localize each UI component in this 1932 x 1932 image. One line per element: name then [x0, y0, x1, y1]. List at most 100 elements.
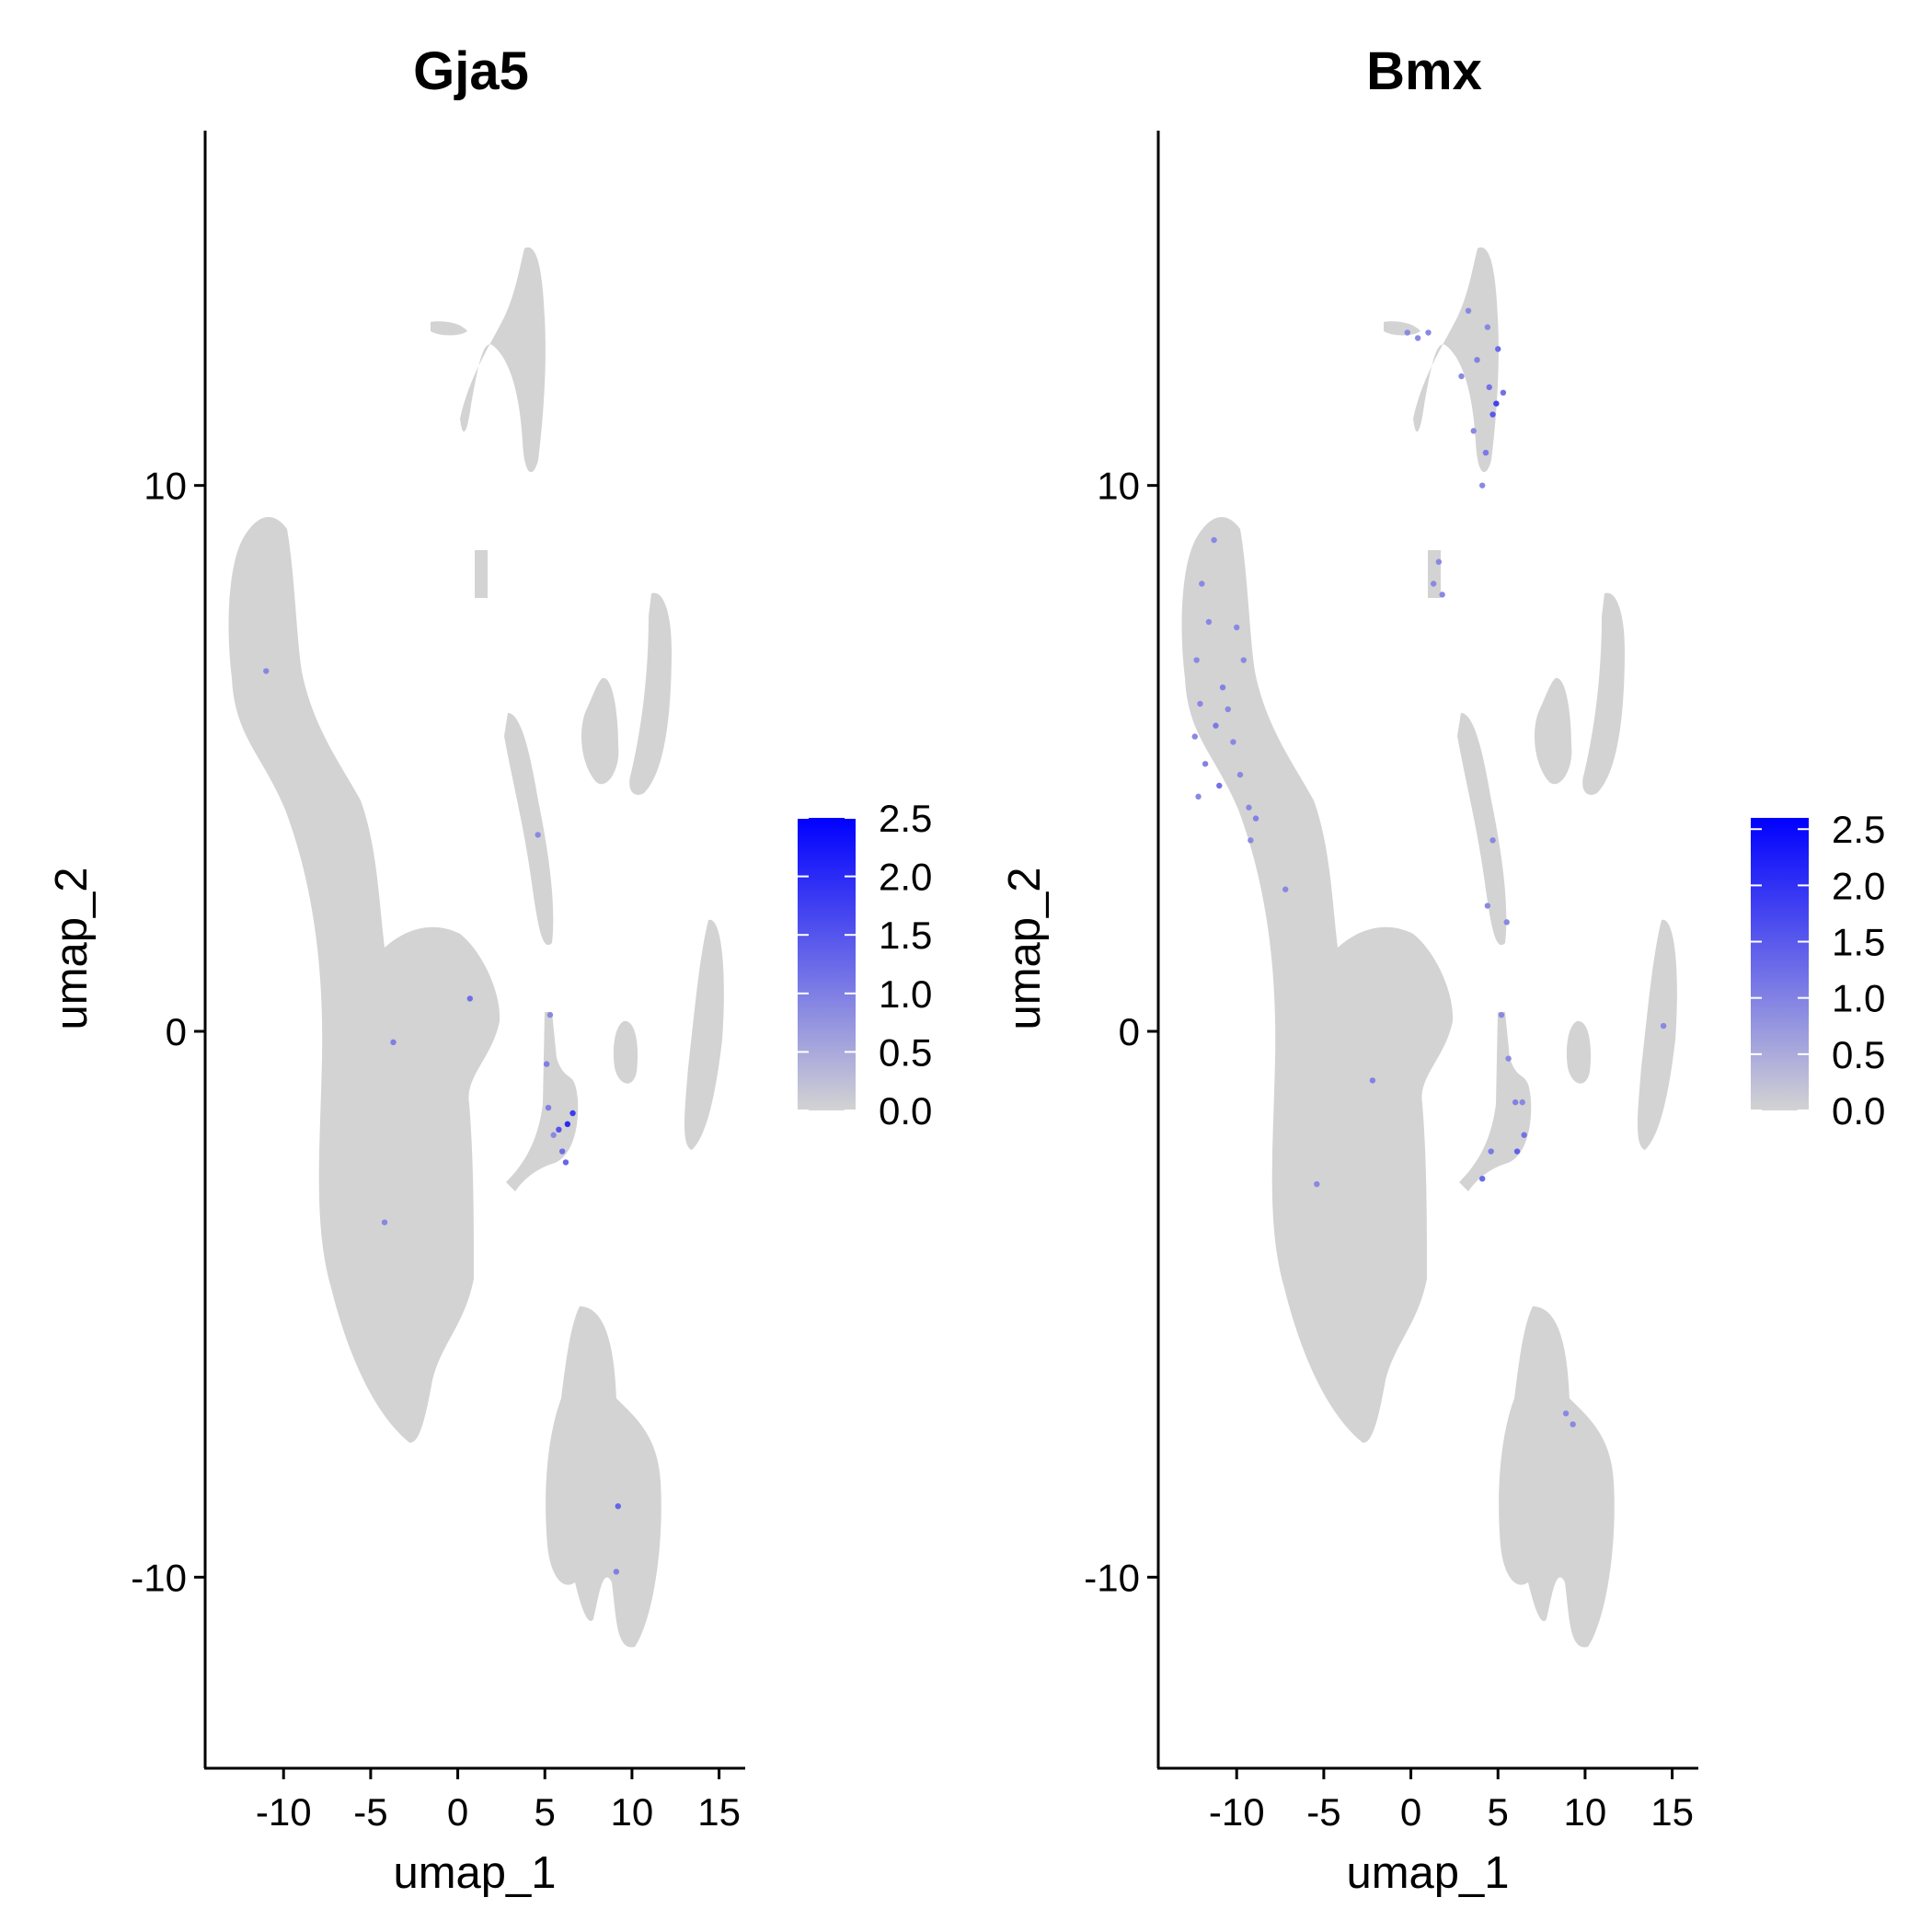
expressing-cell	[466, 995, 474, 1002]
expressing-cell	[615, 1503, 621, 1510]
cluster-narrow	[1457, 713, 1507, 946]
expressing-cell	[556, 1126, 562, 1133]
expressing-cell	[546, 1012, 554, 1018]
expressing-cell	[1216, 782, 1223, 789]
expressing-cell	[535, 832, 541, 838]
cluster-main	[1181, 516, 1454, 1443]
colorbar-tick-label: 1.5	[1832, 921, 1885, 964]
expressing-cell	[1439, 592, 1445, 598]
expressing-cell	[1562, 1410, 1570, 1417]
x-axis-ticks: -10 -5 0 5 10 15	[256, 1768, 741, 1834]
expressing-cell	[1570, 1421, 1576, 1428]
expressing-cell	[1484, 324, 1491, 330]
expressing-cell	[1486, 384, 1492, 391]
cluster-small-oval	[613, 1020, 638, 1084]
y-tick-label: 10	[144, 465, 187, 508]
expressing-cell	[1199, 581, 1205, 587]
colorbar-ticks: 0.0 0.5 1.0 1.5 2.0 2.5	[798, 797, 932, 1133]
x-tick-label: 15	[1650, 1790, 1694, 1834]
colorbar	[1751, 818, 1809, 1110]
y-tick-label: -10	[1084, 1556, 1140, 1599]
colorbar-ticks: 0.0 0.5 1.0 1.5 2.0 2.5	[1751, 808, 1885, 1133]
y-tick-label: 10	[1097, 465, 1140, 508]
cluster-fragment	[1428, 550, 1441, 598]
umap-cell-cloud	[228, 247, 724, 1648]
colorbar-tick-label: 0.0	[879, 1089, 932, 1133]
cluster-top-right	[1413, 247, 1499, 473]
expressing-cell	[1425, 329, 1432, 336]
panel-title: Gja5	[413, 41, 529, 101]
expressing-cell	[1213, 722, 1219, 729]
colorbar-tick-label: 0.5	[879, 1030, 932, 1074]
y-tick-label: -10	[131, 1556, 187, 1599]
colorbar-tick-label: 2.0	[1832, 864, 1885, 907]
expressing-cell	[1202, 761, 1209, 767]
expressing-cell	[1191, 733, 1198, 740]
expressing-cell	[1458, 373, 1465, 380]
expressing-cell	[1211, 536, 1217, 544]
y-tick-label: 0	[1119, 1010, 1140, 1053]
expressing-cell	[1205, 618, 1213, 626]
cluster-main	[228, 516, 500, 1443]
expressing-cell	[1234, 624, 1240, 631]
cluster-middle-lower	[506, 1012, 579, 1191]
x-tick-label: 15	[697, 1790, 741, 1834]
colorbar-legend: 0.0 0.5 1.0 1.5 2.0 2.5	[1751, 808, 1885, 1133]
cluster-bottom-right	[546, 1306, 661, 1648]
expressing-cell	[1482, 449, 1489, 456]
colorbar-tick-label: 0.5	[1832, 1033, 1885, 1076]
y-tick-label: 0	[166, 1010, 187, 1053]
expressing-cell	[1479, 482, 1486, 489]
expressing-cell	[1195, 793, 1202, 800]
y-axis-ticks: -10 0 10	[131, 465, 205, 1599]
expressing-cell	[1248, 837, 1254, 844]
cluster-mid-right	[581, 677, 619, 785]
expressing-cell	[1369, 1077, 1376, 1084]
expressing-cell	[1479, 1176, 1486, 1182]
colorbar-tick-label: 2.0	[879, 856, 932, 899]
x-axis-ticks: -10 -5 0 5 10 15	[1209, 1768, 1694, 1834]
expressing-cells	[1191, 307, 1667, 1428]
expressing-cell	[1489, 411, 1496, 418]
expressing-cells	[263, 668, 621, 1575]
panel-title: Bmx	[1366, 41, 1482, 101]
y-axis-title: umap_2	[1000, 867, 1050, 1029]
x-tick-label: 0	[1400, 1790, 1421, 1834]
cluster-bottom-right	[1499, 1306, 1615, 1648]
expressing-cell	[558, 1148, 566, 1155]
expressing-cell	[1521, 1132, 1527, 1138]
x-tick-label: 10	[611, 1790, 654, 1834]
cluster-narrow	[504, 713, 554, 946]
panel-bmx: Bmx -10 0 10 -10 -5 0 5 10 15 umap_1 umap_2 0.0…	[1000, 41, 1885, 1898]
expressing-cell	[1503, 919, 1510, 926]
y-axis-ticks: -10 0 10	[1084, 465, 1158, 1599]
cluster-right-elongated	[1638, 919, 1677, 1150]
expressing-cell	[381, 1219, 388, 1225]
cluster-small-oval	[1566, 1020, 1592, 1084]
colorbar-tick-label: 1.0	[1832, 977, 1885, 1020]
expressing-cell	[1512, 1098, 1519, 1106]
expressing-cell	[1240, 657, 1247, 663]
expressing-cell	[1484, 903, 1491, 909]
expressing-cell	[1404, 329, 1410, 336]
colorbar-tick-label: 1.5	[879, 914, 932, 957]
x-tick-label: -5	[353, 1790, 387, 1834]
expressing-cell	[569, 1110, 576, 1117]
x-tick-label: 0	[447, 1790, 468, 1834]
expressing-cell	[1252, 815, 1259, 822]
cluster-right-vertical	[1582, 592, 1625, 795]
x-tick-label: -10	[256, 1790, 312, 1834]
expressing-cell	[1197, 700, 1203, 707]
expressing-cell	[613, 1569, 620, 1575]
cluster-top-small	[431, 321, 467, 336]
expressing-cell	[1219, 684, 1226, 691]
expressing-cell	[1430, 581, 1437, 587]
cluster-top-small	[1384, 321, 1420, 336]
expressing-cell	[1500, 389, 1507, 396]
x-tick-label: 5	[535, 1790, 556, 1834]
expressing-cell	[1519, 1098, 1525, 1106]
expressing-cell	[1435, 558, 1443, 565]
expressing-cell	[543, 1061, 550, 1067]
expressing-cell	[1414, 335, 1421, 341]
